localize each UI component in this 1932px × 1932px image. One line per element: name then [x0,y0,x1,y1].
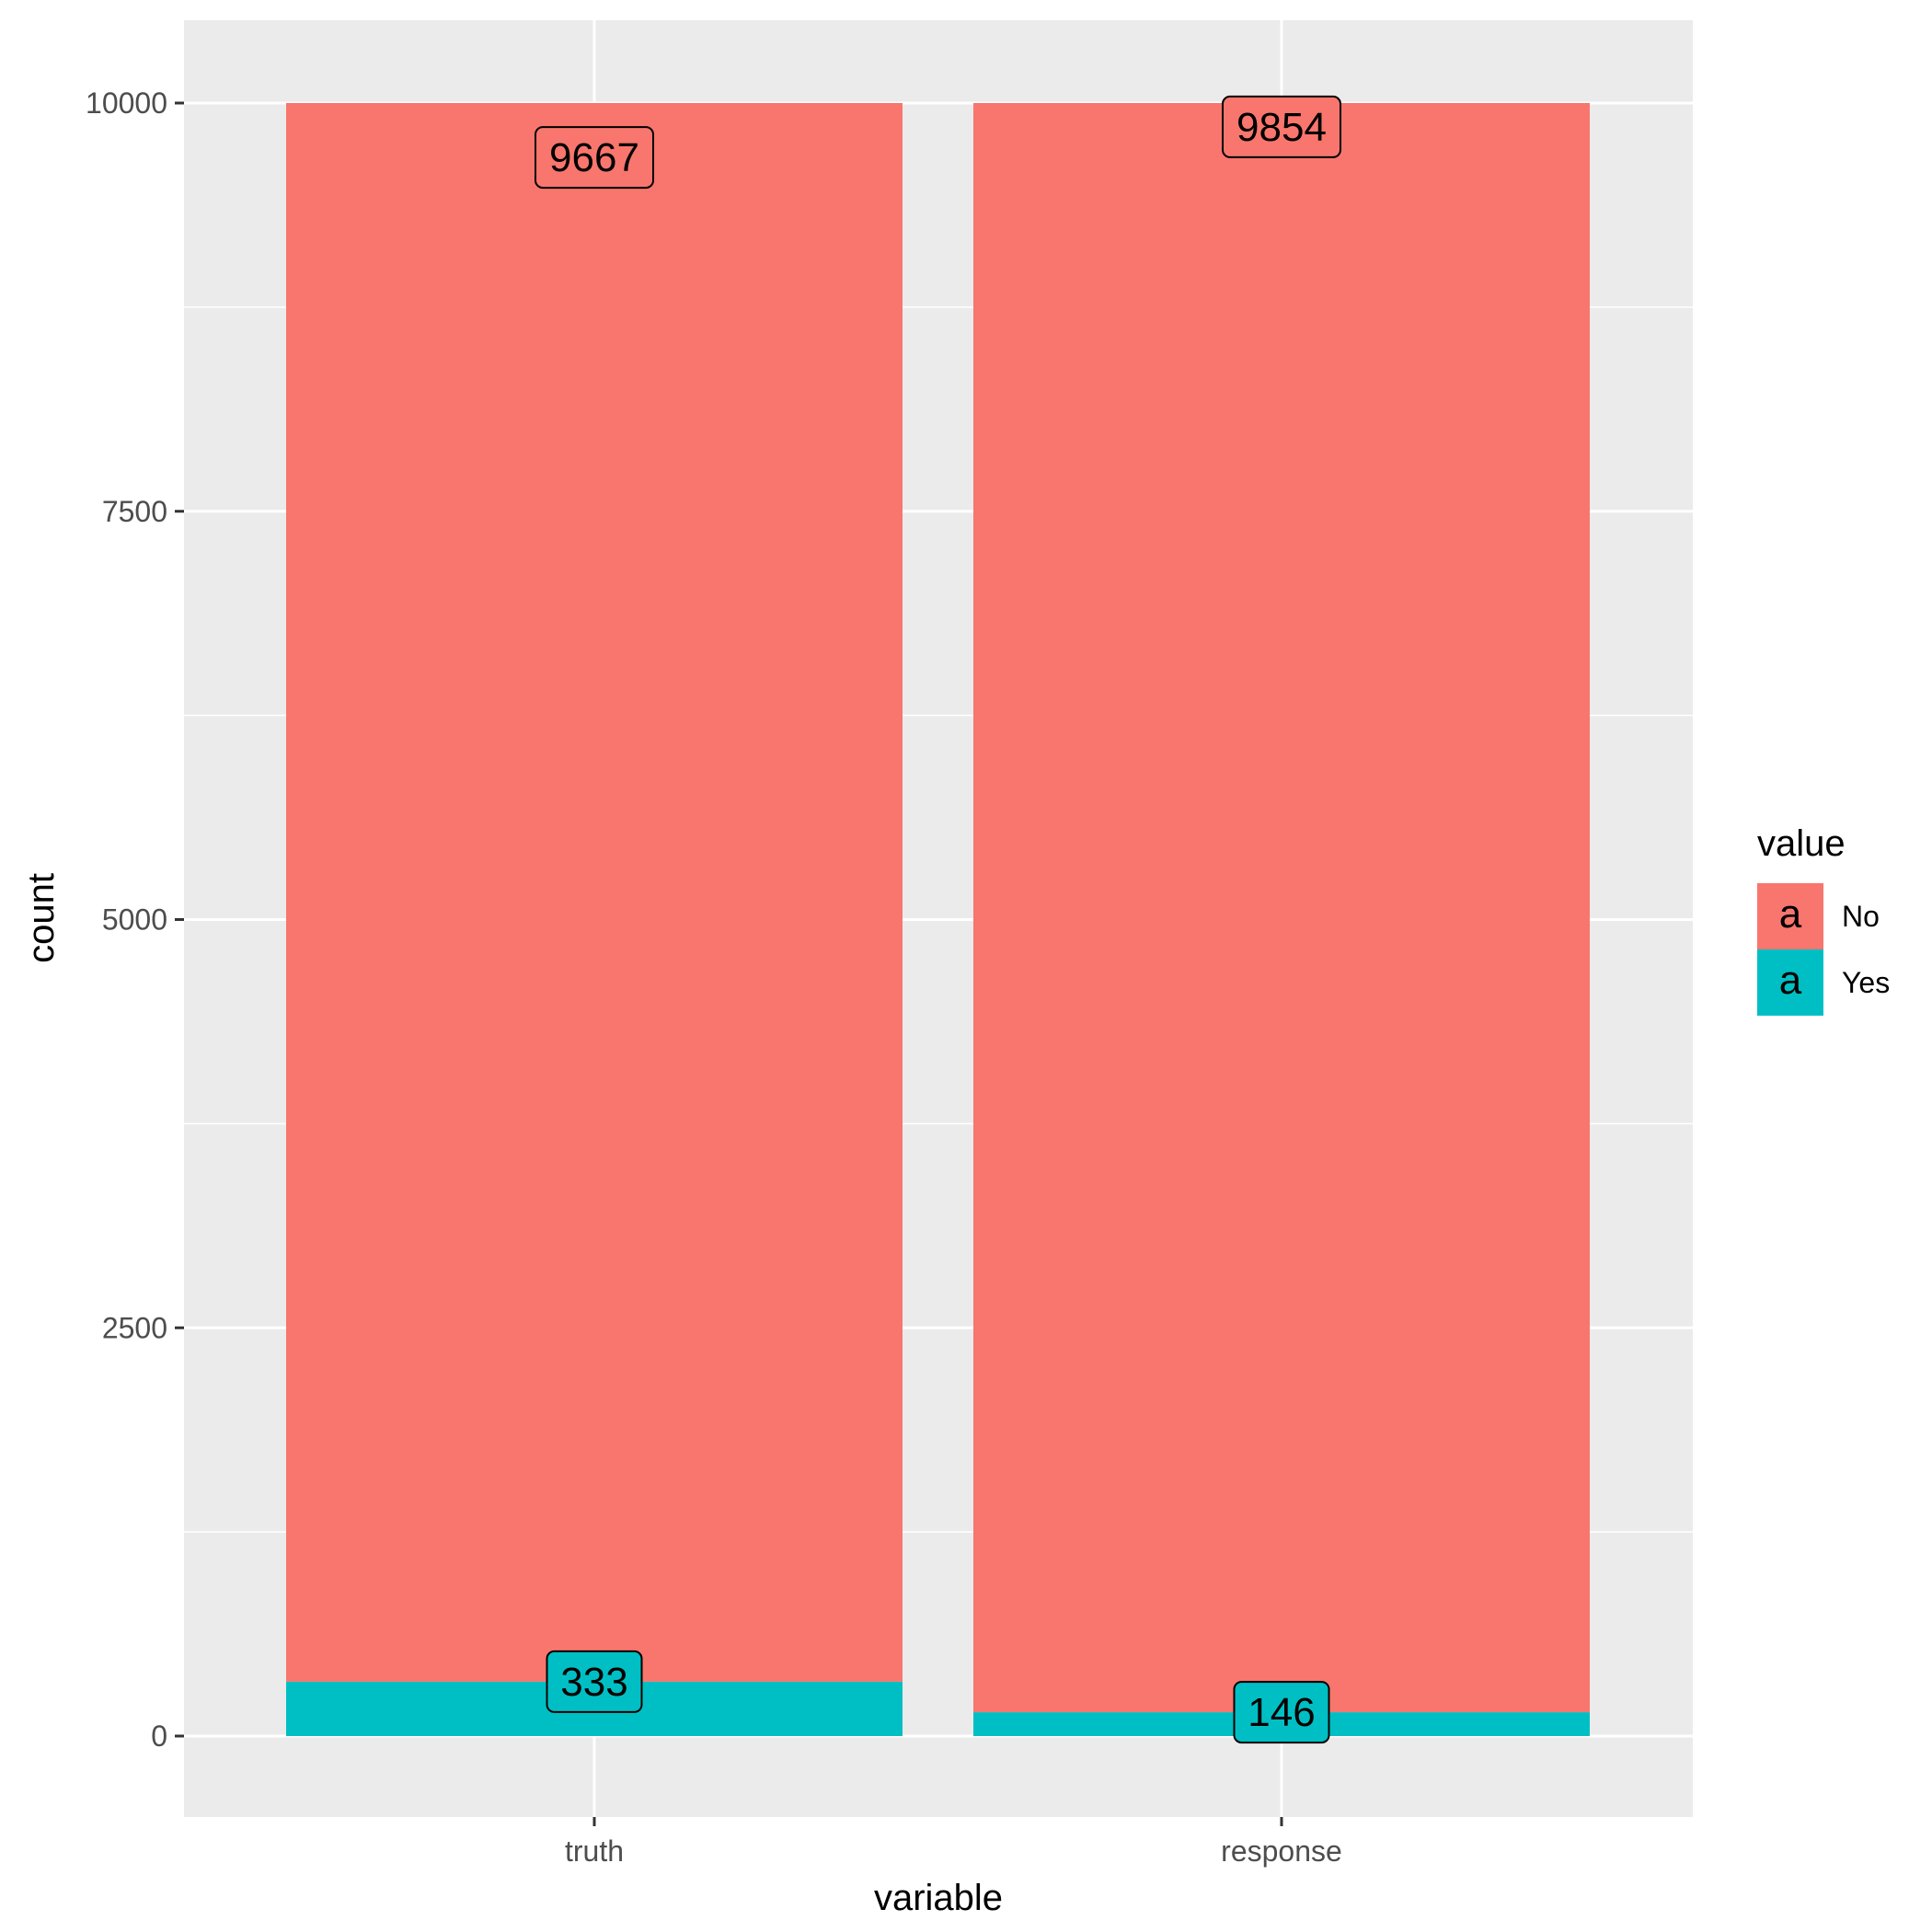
legend-label-yes: Yes [1842,966,1890,999]
data-label: 333 [560,1660,627,1705]
x-axis-title: variable [874,1878,1003,1918]
data-label-box [546,1650,643,1713]
data-labels: 9667 333 9854 146 [535,95,1341,1744]
bar-truth-no [286,103,903,1682]
x-tick-label: truth [565,1834,624,1868]
bars [286,103,1590,1736]
data-label-box [535,126,654,190]
y-tick-label: 10000 [86,86,167,120]
data-label-box [1233,1681,1330,1744]
y-axis-title: count [21,873,62,963]
data-label: 9854 [1236,105,1327,150]
data-label: 146 [1248,1690,1315,1735]
y-tick-label: 0 [151,1719,167,1753]
legend-key-glyph: a [1779,958,1802,1003]
legend-key-no [1757,883,1823,949]
axes: 0 2500 5000 7500 10000 truth response [86,86,1342,1868]
data-label-box [1222,95,1341,158]
x-tick-label: response [1221,1834,1342,1868]
y-tick-label: 7500 [102,495,167,528]
legend-label-no: No [1842,900,1880,933]
legend-items: a No a Yes [1757,883,1890,1016]
data-label: 9667 [549,135,639,180]
legend-key-glyph: a [1779,891,1802,937]
legend-key-yes [1757,949,1823,1016]
bar-response-no [973,103,1590,1713]
y-tick-label: 2500 [102,1311,167,1344]
y-tick-label: 5000 [102,903,167,937]
legend-title: value [1757,823,1846,864]
legend: value a No a Yes [1757,823,1890,1016]
